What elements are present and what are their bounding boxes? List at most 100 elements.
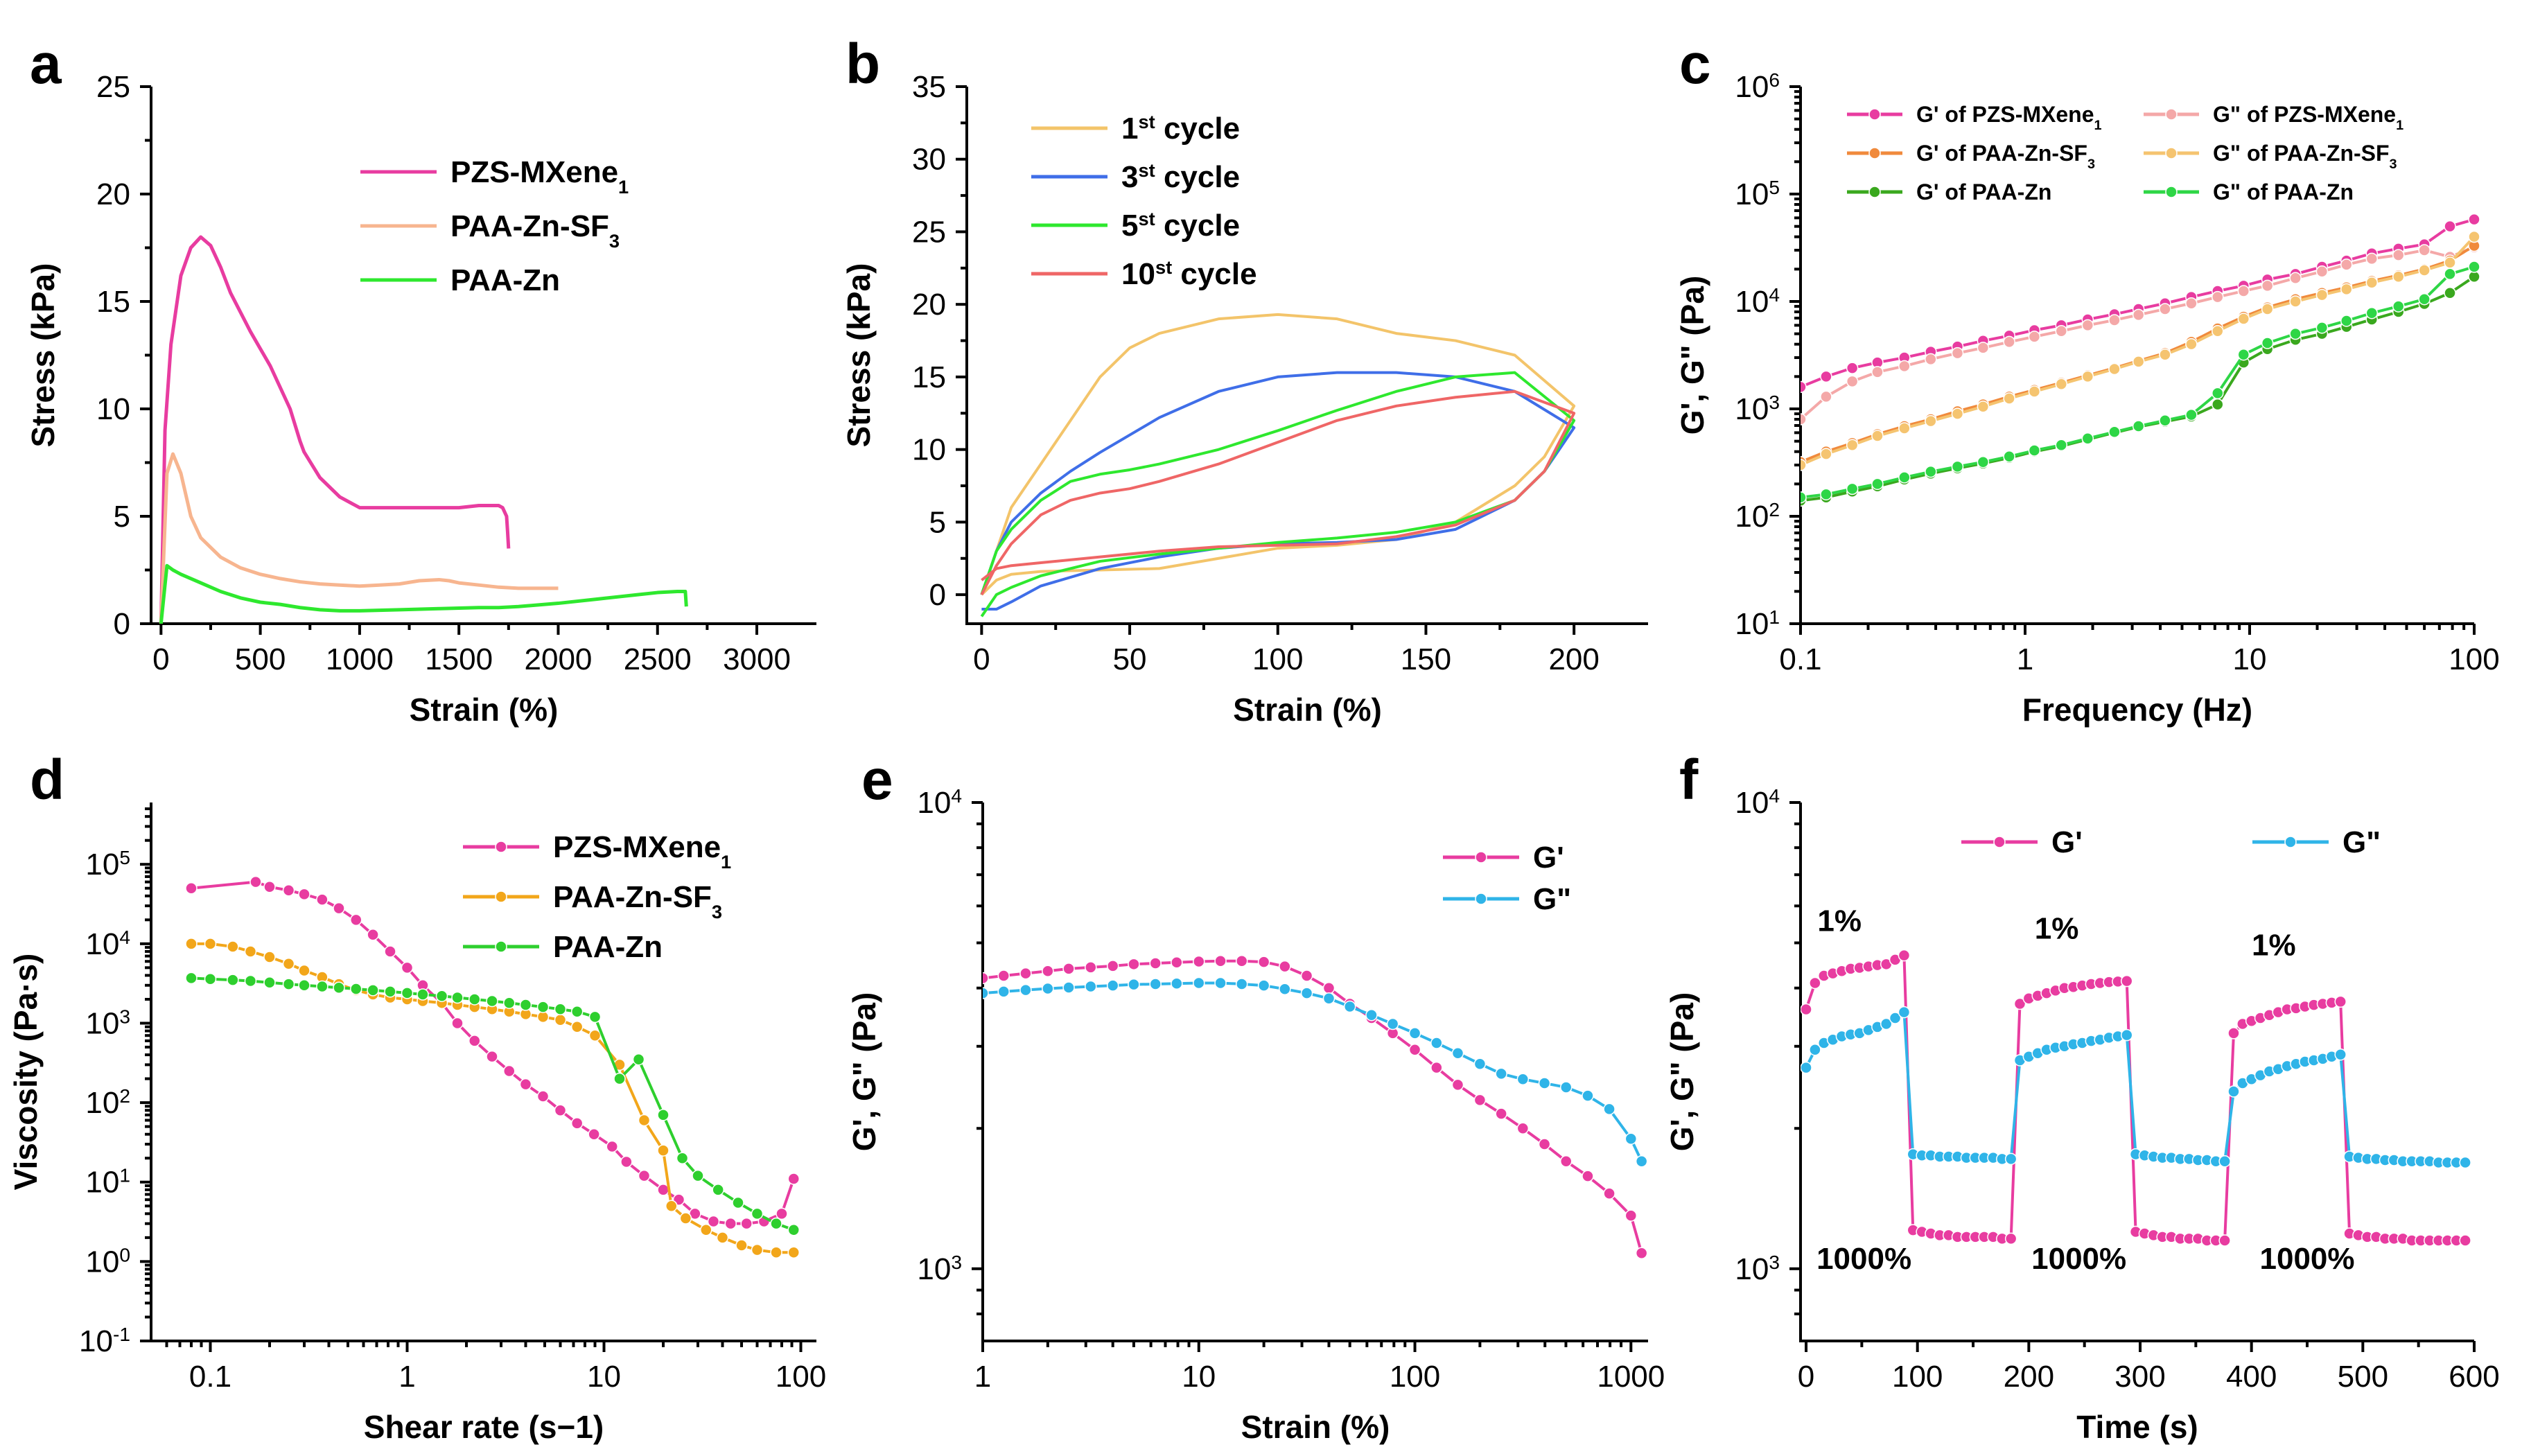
data-point	[1516, 1122, 1530, 1135]
legend-label: G" of PZS-MXene1	[2213, 102, 2403, 133]
data-point	[1559, 1081, 1573, 1094]
y-tick-label: 0	[929, 578, 946, 612]
data-point	[1408, 1027, 1421, 1040]
legend-label-main: G' of PAA-Zn-SF	[1916, 141, 2087, 166]
series-c-1	[1801, 240, 2480, 426]
data-point	[1430, 1037, 1443, 1049]
x-axis-title-c: Frequency (Hz)	[2022, 692, 2252, 728]
data-point	[2055, 378, 2068, 391]
data-point	[588, 1010, 602, 1024]
legend-label-main: 10	[1121, 257, 1155, 291]
data-point	[1451, 1078, 1464, 1091]
data-point	[1171, 956, 1183, 969]
data-point	[613, 1072, 626, 1085]
x-tick-label: 0	[152, 642, 169, 676]
data-point	[554, 1104, 567, 1116]
data-point	[185, 972, 198, 985]
data-point	[997, 985, 1010, 998]
y-axis-title-e: G', G" (Pa)	[846, 992, 882, 1152]
legend-label-sub: 1	[2396, 118, 2403, 133]
data-point	[1235, 955, 1248, 967]
legend-label: G"	[1533, 882, 1571, 916]
series-line	[1805, 954, 2466, 1242]
data-point	[2212, 387, 2224, 400]
y-tick-base: 10	[79, 1324, 113, 1358]
y-tick-exp: -1	[113, 1324, 130, 1345]
legend-label-sub: 3	[2390, 157, 2397, 172]
data-point	[2108, 362, 2121, 376]
y-tick-exp: 5	[1769, 177, 1780, 198]
data-point	[316, 980, 329, 993]
data-point	[1889, 1012, 1902, 1024]
data-point	[298, 888, 310, 901]
data-point	[787, 1246, 800, 1259]
y-tick-base: 10	[85, 927, 119, 961]
data-point	[712, 1184, 724, 1196]
legend-marker	[2284, 836, 2297, 848]
x-tick-label: 150	[1401, 642, 1451, 676]
data-point	[770, 1246, 782, 1259]
legend-label-suffix: cycle	[1155, 112, 1240, 146]
data-point	[638, 1169, 651, 1182]
legend-marker	[1868, 108, 1881, 121]
data-point	[2003, 335, 2015, 349]
series-c-2	[1801, 239, 2480, 468]
data-point	[244, 974, 257, 988]
data-point	[588, 1128, 600, 1141]
annotation: 1000%	[2031, 1242, 2126, 1276]
data-point	[2459, 1234, 2471, 1247]
y-tick-label: 10-1	[79, 1324, 130, 1359]
data-point	[700, 1223, 712, 1236]
x-tick-label: 400	[2226, 1360, 2277, 1394]
y-tick-base: 10	[1735, 1252, 1769, 1286]
legend-label-main: G'	[1533, 841, 1564, 875]
legend-label-sup: st	[1138, 208, 1155, 229]
data-point	[2227, 1085, 2240, 1098]
data-point	[1235, 978, 1248, 990]
data-point	[1977, 400, 1990, 413]
data-point	[1042, 982, 1054, 995]
y-tick-exp: 4	[119, 926, 130, 947]
data-point	[692, 1169, 704, 1182]
data-point	[1898, 949, 1911, 962]
data-point	[1214, 976, 1227, 990]
data-point	[1898, 1006, 1911, 1019]
data-point	[350, 913, 362, 927]
series-line	[159, 235, 511, 624]
data-point	[1300, 970, 1313, 982]
x-tick-label: 100	[2449, 642, 2499, 676]
x-tick-label: 500	[235, 642, 286, 676]
data-point	[2055, 324, 2068, 337]
data-point	[2315, 322, 2329, 334]
y-tick-label: 103	[1735, 392, 1780, 427]
data-point	[1951, 460, 1964, 473]
data-point	[2315, 288, 2329, 301]
data-point	[1603, 1187, 1615, 1200]
y-axis-title-a: Stress (kPa)	[25, 263, 61, 448]
x-tick-label: 10	[2233, 642, 2267, 676]
data-point	[1603, 1103, 1615, 1116]
data-point	[2365, 252, 2379, 265]
data-point	[2237, 313, 2250, 325]
x-axis-title-a: Strain (%)	[410, 692, 559, 728]
data-point	[1880, 1017, 1893, 1030]
data-point	[2340, 258, 2353, 271]
legend-marker	[1868, 147, 1881, 159]
legend-label-main: PAA-Zn	[553, 930, 663, 964]
data-point	[2120, 974, 2133, 988]
series-e-1	[983, 976, 1648, 1168]
legend-marker	[495, 940, 507, 953]
x-tick-label: 1000	[326, 642, 394, 676]
legend-label: PZS-MXene1	[553, 830, 731, 872]
series-b-3	[980, 389, 1576, 596]
series-line	[1801, 265, 2475, 499]
legend-marker	[495, 891, 507, 903]
data-point	[384, 945, 396, 958]
x-tick-label: 1	[399, 1360, 415, 1394]
y-tick-label: 104	[1735, 284, 1780, 319]
legend-marker	[1475, 893, 1487, 905]
legend-label: G" of PAA-Zn-SF3	[2213, 141, 2397, 172]
data-point	[2185, 297, 2198, 310]
